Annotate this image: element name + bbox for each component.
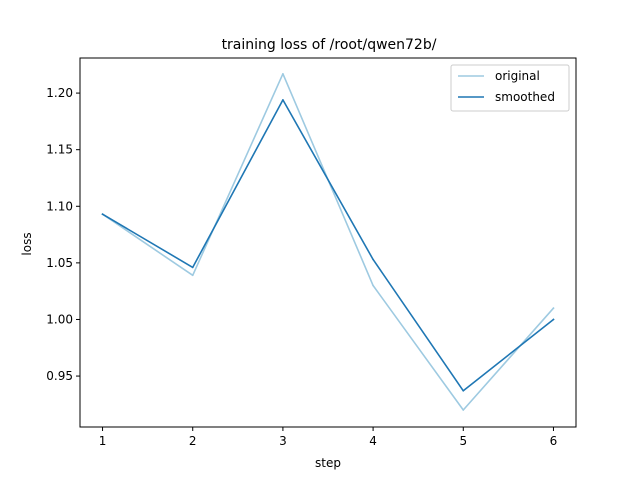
plot-frame: [79, 57, 577, 428]
data-point-smoothed: [372, 258, 374, 261]
y-tick-label: 1.20: [46, 86, 73, 100]
data-point-smoothed: [191, 266, 194, 269]
y-tick-label: 1.00: [46, 312, 73, 326]
legend-items: original smoothed: [458, 69, 555, 104]
legend: original smoothed: [450, 64, 570, 112]
legend-label-smoothed: smoothed: [495, 90, 555, 104]
data-point-original: [552, 307, 555, 309]
data-point-smoothed: [282, 99, 284, 101]
data-point-smoothed: [552, 318, 555, 321]
data-point-smoothed: [101, 213, 104, 216]
data-point-original: [282, 73, 284, 75]
series-layer: [101, 73, 555, 411]
data-point-smoothed: [462, 389, 465, 392]
y-tick-label: 1.05: [46, 256, 73, 270]
y-tick-label: 1.15: [46, 143, 73, 157]
plot-area: [79, 57, 577, 428]
x-axis: 1 2 3 4 5 6: [99, 427, 558, 448]
y-tick-label: 1.10: [46, 199, 73, 213]
y-tick-label: 0.95: [46, 369, 73, 383]
x-tick-label: 4: [369, 434, 377, 448]
x-tick-label: 2: [189, 434, 197, 448]
chart-title: training loss of /root/qwen72b/: [222, 37, 437, 53]
data-point-original: [462, 409, 465, 411]
data-point-original: [191, 274, 194, 277]
x-tick-label: 1: [99, 434, 107, 448]
y-axis-title: loss: [20, 232, 34, 255]
series-line-smoothed: [101, 99, 555, 392]
x-axis-title: step: [315, 456, 341, 470]
legend-label-original: original: [495, 69, 540, 83]
data-point-original: [372, 284, 374, 287]
x-tick-label: 5: [459, 434, 467, 448]
x-tick-label: 6: [550, 434, 558, 448]
series-line-original: [101, 73, 555, 411]
y-axis: 0.95 1.00 1.05 1.10 1.15 1.20: [46, 86, 80, 383]
x-tick-label: 3: [279, 434, 287, 448]
